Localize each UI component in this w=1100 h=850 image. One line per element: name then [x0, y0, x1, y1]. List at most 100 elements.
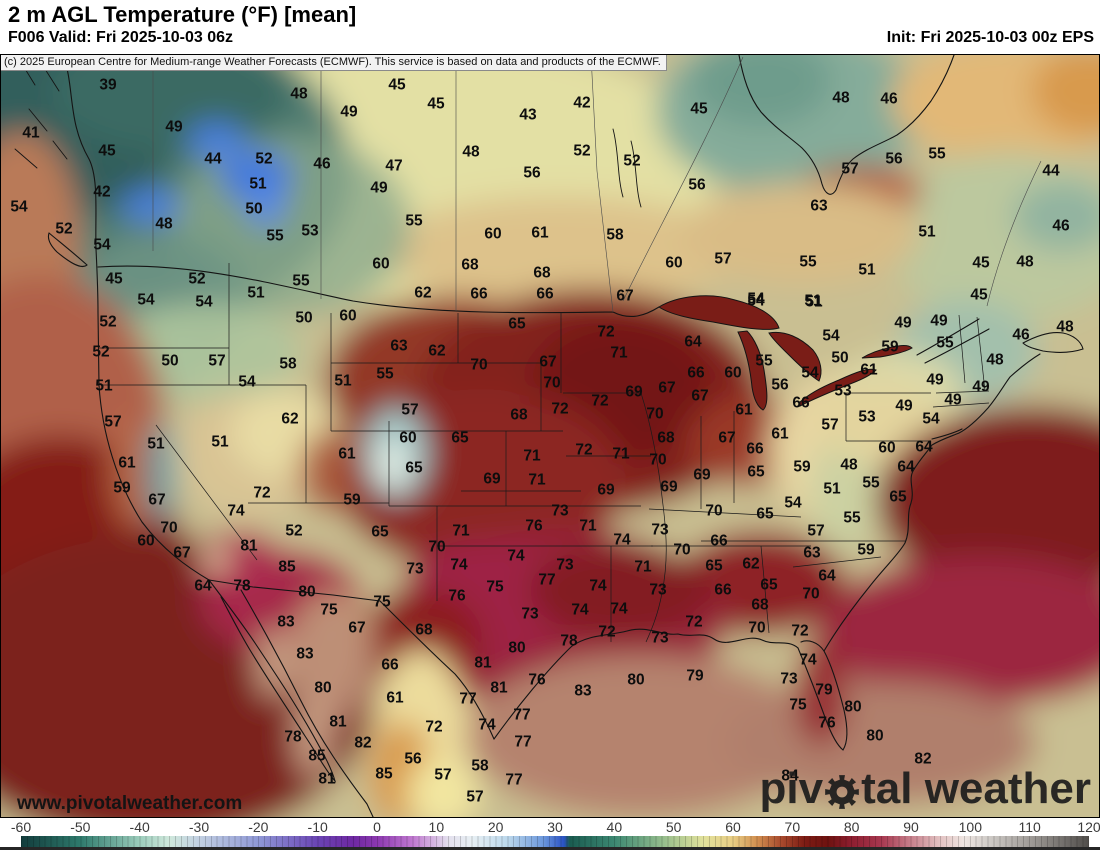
temp-label: 50	[245, 201, 262, 218]
temp-label: 54	[747, 293, 765, 310]
temp-label: 45	[105, 271, 123, 288]
colorbar-tick: 120	[1077, 819, 1100, 835]
temp-label: 68	[510, 407, 528, 424]
temp-label: 49	[340, 104, 358, 121]
temp-label: 52	[285, 523, 302, 540]
temp-label: 67	[539, 354, 556, 371]
map-canvas: 39 48 49 41 49 45 44 52 46 42 51 50 54 52 48 55 53 54 45 52…	[0, 54, 1100, 818]
temp-label: 51	[918, 224, 936, 241]
temp-label: 49	[930, 313, 948, 330]
colorbar-bottom-edge	[0, 847, 1100, 850]
temp-label: 71	[610, 345, 628, 362]
temp-label: 76	[528, 672, 546, 689]
temp-label: 64	[684, 334, 702, 351]
temp-label: 51	[823, 481, 841, 498]
temp-label: 44	[1042, 163, 1060, 180]
temp-label: 69	[693, 467, 711, 484]
colorbar-tick: 40	[606, 819, 623, 835]
temp-label: 68	[415, 622, 433, 639]
temp-label: 55	[843, 510, 861, 527]
temp-label: 67	[148, 492, 165, 509]
temp-label: 75	[486, 579, 504, 596]
temp-label: 61	[386, 690, 404, 707]
temp-label: 85	[308, 748, 326, 765]
temp-label: 74	[799, 652, 817, 669]
temp-label: 70	[705, 503, 722, 520]
temp-label: 80	[844, 699, 861, 716]
temp-label: 83	[574, 683, 592, 700]
temp-label: 65	[889, 489, 907, 506]
temp-label: 81	[474, 655, 492, 672]
temp-label: 50	[295, 310, 312, 327]
temp-label: 64	[915, 439, 933, 456]
temp-label: 45	[427, 96, 445, 113]
temp-label: 46	[880, 91, 898, 108]
temp-label: 66	[687, 365, 705, 382]
temp-label: 55	[405, 213, 423, 230]
temp-label: 51	[334, 373, 352, 390]
temp-label: 73	[651, 630, 669, 647]
temp-label: 63	[390, 338, 408, 355]
temp-label: 65	[371, 524, 389, 541]
colorbar-tick: -50	[70, 819, 91, 835]
temp-label: 47	[385, 158, 402, 175]
temp-label: 72	[253, 485, 270, 502]
temp-label: 61	[771, 426, 789, 443]
temp-label: 70	[646, 406, 663, 423]
temp-label: 45	[388, 77, 406, 94]
temp-label: 70	[428, 539, 445, 556]
temp-label: 60	[484, 226, 501, 243]
temp-label: 81	[240, 538, 258, 555]
temp-label: 71	[579, 518, 597, 535]
page-title: 2 m AGL Temperature (°F) [mean]	[8, 2, 357, 27]
temp-label: 74	[227, 503, 245, 520]
temp-label: 58	[606, 227, 624, 244]
colorbar-segments	[21, 836, 1089, 847]
temp-label: 67	[173, 545, 190, 562]
temp-label: 52	[188, 271, 205, 288]
temp-label: 39	[99, 77, 117, 94]
temp-label: 71	[528, 472, 546, 489]
colorbar-tick: 10	[428, 819, 445, 835]
temp-label: 64	[818, 568, 836, 585]
colorbar-tick: 110	[1018, 819, 1041, 835]
temp-label: 65	[760, 577, 778, 594]
temp-label: 55	[862, 475, 880, 492]
colorbar-tick: 0	[373, 819, 381, 835]
temp-label: 51	[804, 293, 822, 310]
temp-label: 56	[523, 165, 541, 182]
temp-label: 57	[401, 402, 418, 419]
temp-label: 72	[791, 623, 808, 640]
temp-label: 68	[533, 265, 551, 282]
temp-label: 50	[831, 350, 848, 367]
temp-label: 55	[755, 353, 773, 370]
temp-label: 59	[857, 542, 875, 559]
temp-label: 49	[944, 392, 962, 409]
temp-label: 41	[22, 125, 40, 142]
colorbar-tick: -10	[307, 819, 328, 835]
temp-label: 54	[747, 291, 765, 308]
temp-label: 63	[810, 198, 828, 215]
temp-label: 55	[292, 273, 310, 290]
temp-label: 73	[556, 557, 574, 574]
temp-label: 73	[551, 503, 569, 520]
temp-label: 51	[247, 285, 265, 302]
temp-label: 58	[279, 356, 297, 373]
temp-label: 66	[470, 286, 488, 303]
temp-label: 55	[376, 366, 394, 383]
temp-label: 56	[885, 151, 903, 168]
temp-label: 48	[840, 457, 858, 474]
colorbar-tick: -20	[248, 819, 269, 835]
temp-label: 49	[370, 180, 388, 197]
temp-label: 76	[525, 518, 543, 535]
temp-label: 59	[343, 492, 361, 509]
temp-label: 68	[751, 597, 769, 614]
temp-label: 75	[373, 594, 391, 611]
temp-label: 70	[748, 620, 765, 637]
temp-label: 83	[277, 614, 295, 631]
temp-label: 71	[452, 523, 470, 540]
temp-label: 53	[834, 383, 852, 400]
colorbar-tick: 100	[958, 819, 983, 835]
temp-label: 67	[691, 388, 708, 405]
